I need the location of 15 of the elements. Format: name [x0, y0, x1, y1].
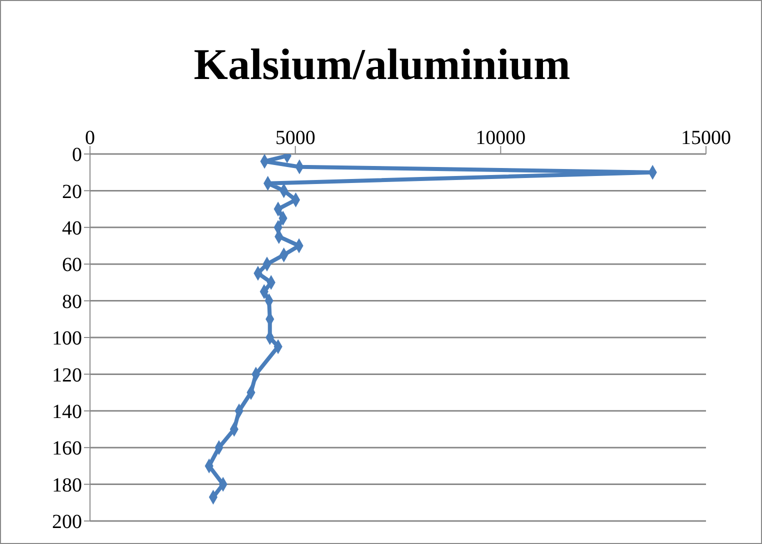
y-tick-label: 60 — [62, 254, 82, 276]
y-tick-label: 0 — [72, 144, 82, 166]
x-tick-label: 15000 — [681, 127, 731, 149]
y-tick-label: 160 — [52, 438, 82, 460]
chart-title: Kalsium/aluminium — [192, 39, 572, 91]
x-tick-label: 10000 — [476, 127, 526, 149]
y-tick-label: 100 — [52, 328, 82, 350]
y-tick-label: 120 — [52, 364, 82, 386]
y-tick-label: 200 — [52, 511, 82, 534]
y-tick-label: 180 — [52, 474, 82, 496]
x-tick-label: 5000 — [275, 127, 316, 149]
y-tick-label: 40 — [62, 218, 82, 240]
y-tick-label: 140 — [52, 401, 82, 423]
y-tick-label: 20 — [62, 180, 82, 203]
y-tick-label: 80 — [62, 290, 82, 313]
